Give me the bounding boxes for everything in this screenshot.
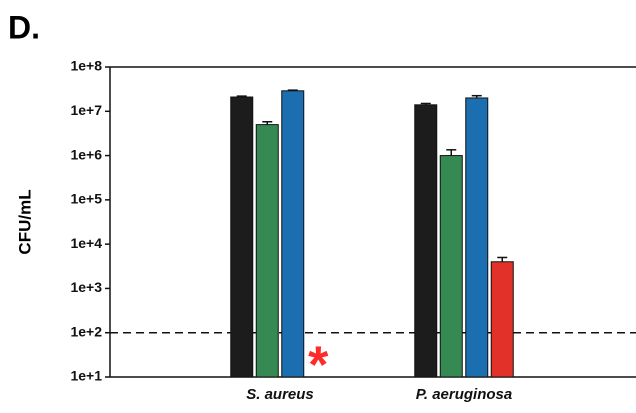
y-tick-label: 1e+1 xyxy=(70,368,102,384)
y-tick-label: 1e+2 xyxy=(70,323,102,339)
bar xyxy=(490,261,514,378)
y-tick-label: 1e+4 xyxy=(70,235,102,251)
bar xyxy=(230,96,254,378)
y-axis-label: CFU/mL xyxy=(15,189,34,254)
panel-label: D. xyxy=(8,9,40,45)
y-tick-label: 1e+7 xyxy=(70,102,102,118)
bar xyxy=(439,155,463,378)
bar xyxy=(465,97,489,378)
x-tick-label: S. aureus xyxy=(246,386,314,403)
annotation: * xyxy=(308,337,329,395)
bar xyxy=(414,104,438,378)
y-tick-label: 1e+8 xyxy=(70,58,102,74)
y-tick-label: 1e+6 xyxy=(70,146,102,162)
bar xyxy=(255,124,279,378)
bar xyxy=(281,90,305,378)
x-tick-label: P. aeruginosa xyxy=(416,386,512,403)
y-tick-label: 1e+5 xyxy=(70,191,102,207)
y-tick-label: 1e+3 xyxy=(70,279,102,295)
